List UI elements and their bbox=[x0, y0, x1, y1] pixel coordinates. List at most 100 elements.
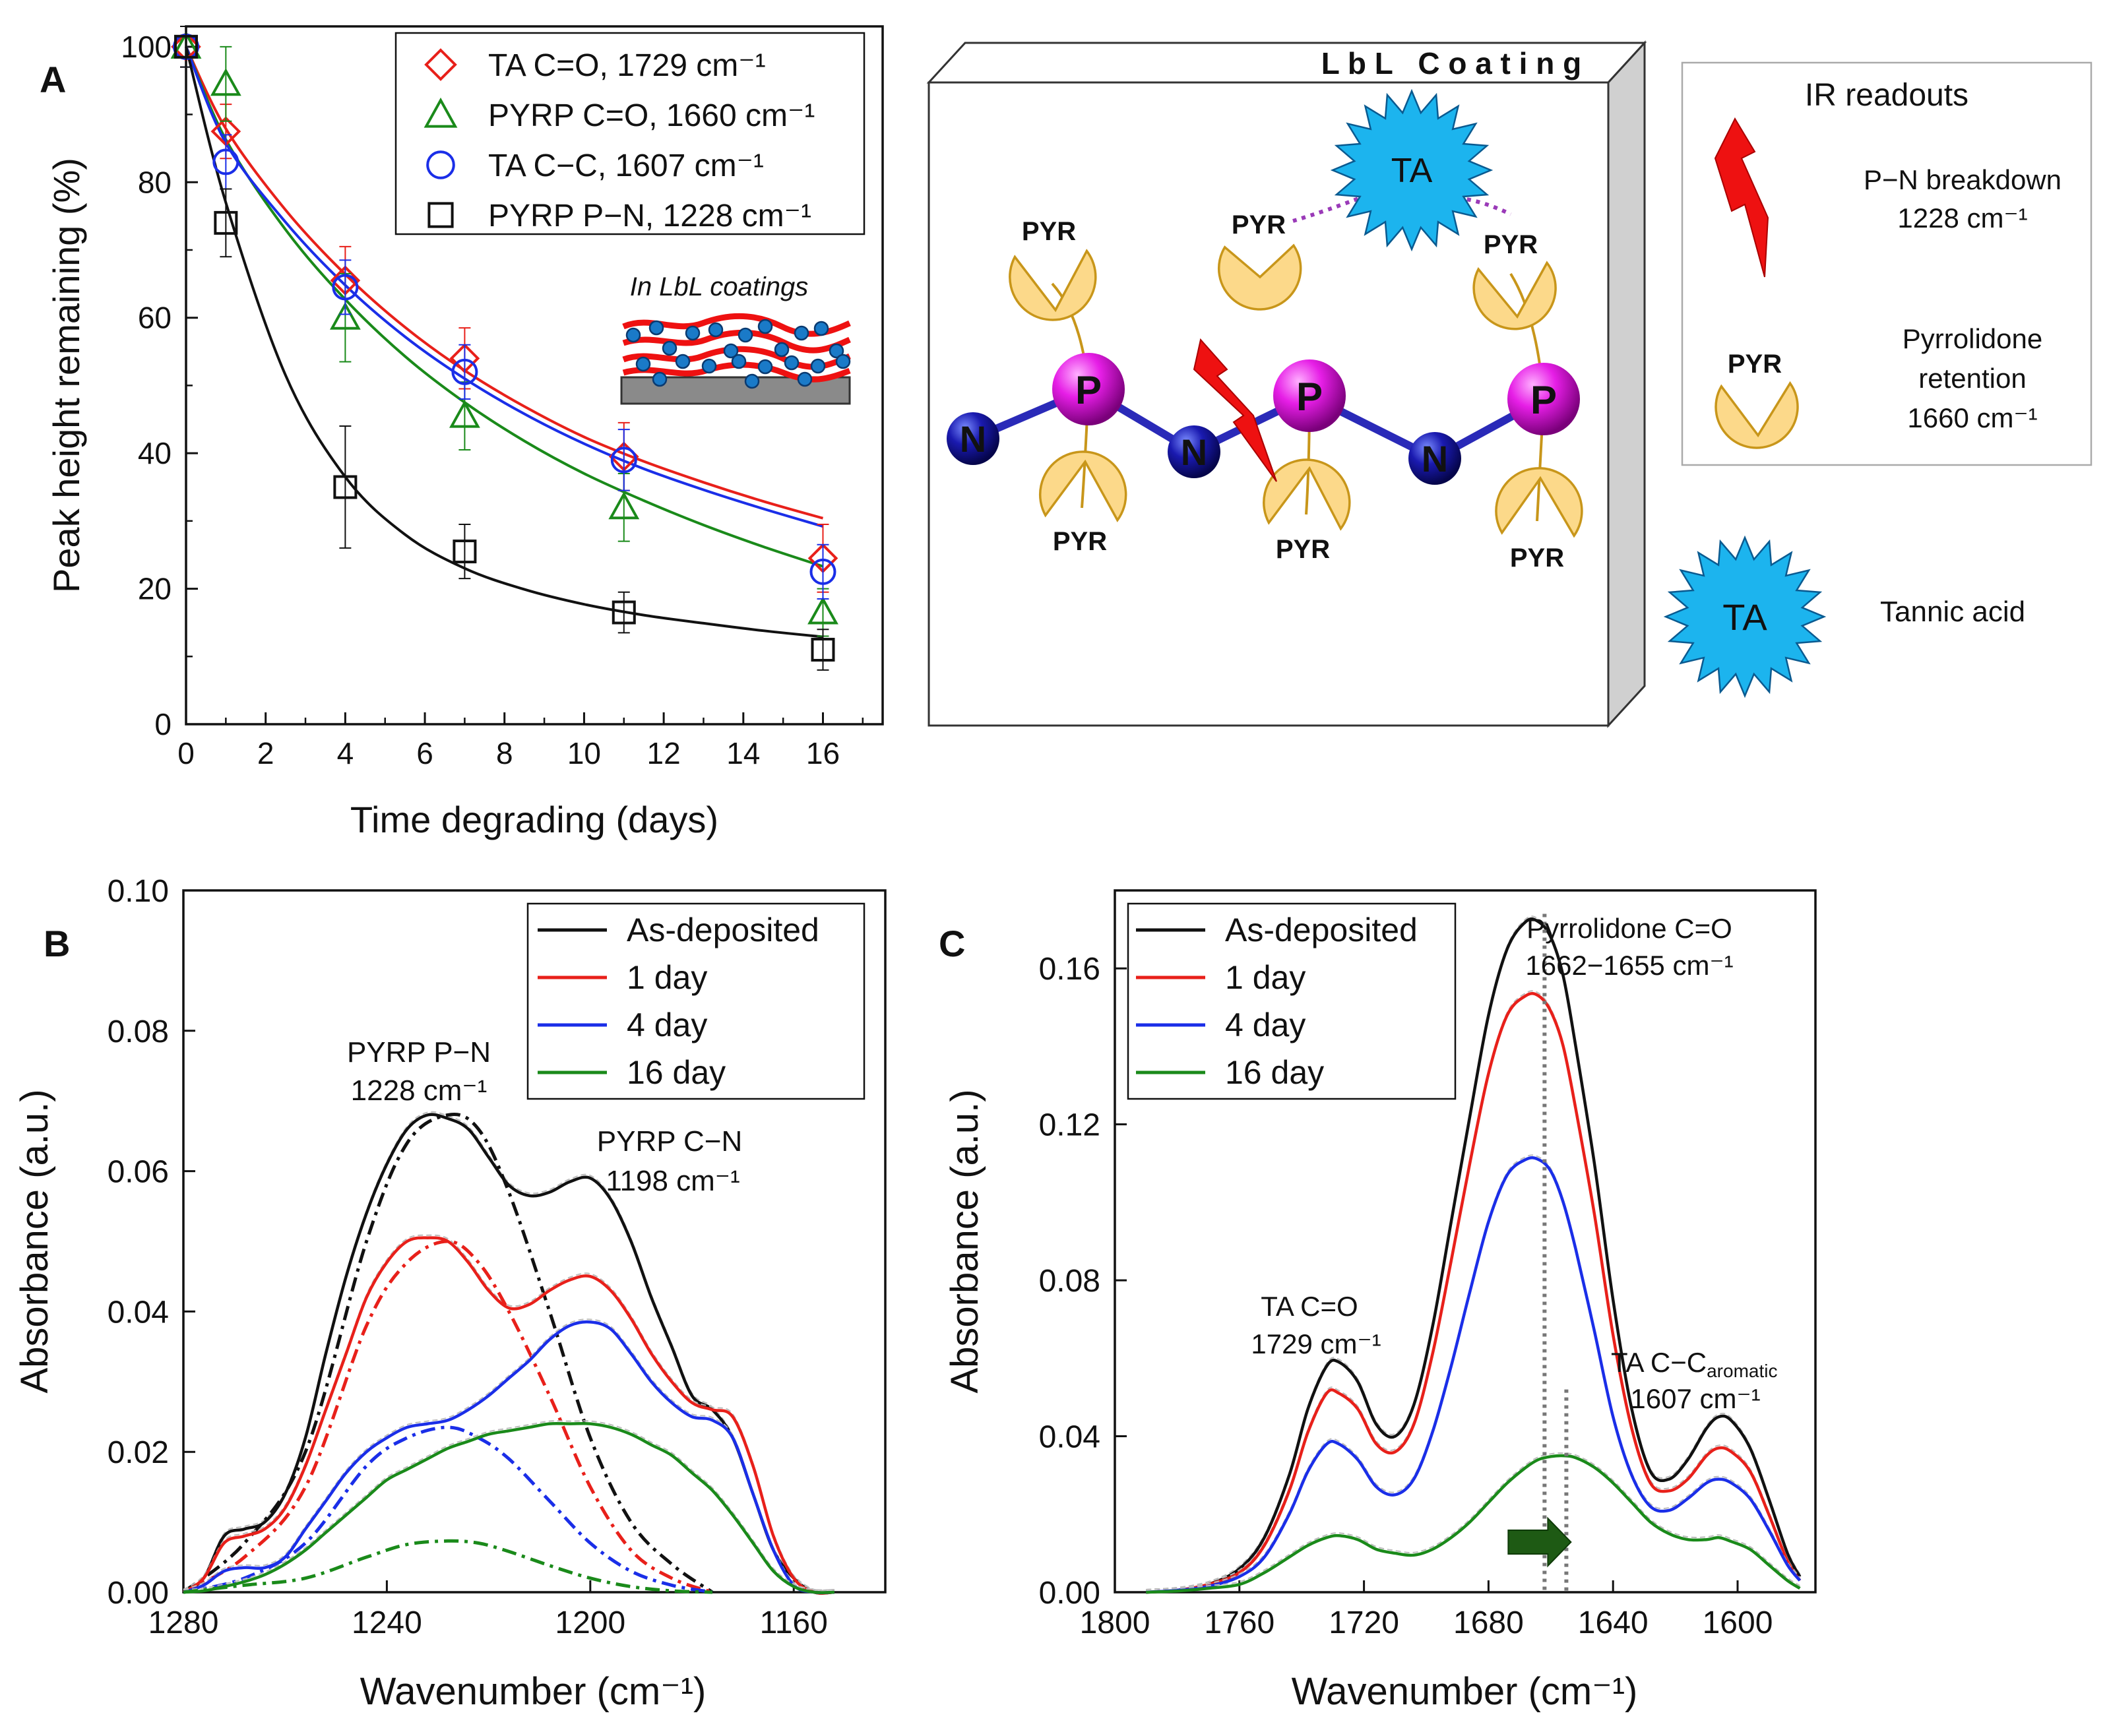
panel-a-legend-items: TA C=O, 1729 cm⁻¹ PYRP C=O, 1660 cm⁻¹ TA C… bbox=[424, 48, 815, 233]
x-tick-label: 1800 bbox=[1080, 1605, 1150, 1640]
y-tick-label: 0.00 bbox=[108, 1576, 169, 1611]
pyr-drop bbox=[1263, 458, 1351, 531]
x-tick-label: 10 bbox=[567, 736, 601, 770]
fit-line bbox=[185, 46, 823, 638]
ta-particle bbox=[652, 371, 668, 387]
phosphorus-label: P bbox=[1075, 368, 1102, 412]
ta-particle bbox=[701, 358, 717, 374]
annotation-cn-line1: PYRP C−N bbox=[597, 1125, 743, 1158]
deconvolved-component bbox=[183, 1425, 713, 1594]
x-tick-label: 1200 bbox=[555, 1605, 625, 1640]
coating-box-front bbox=[928, 81, 1610, 727]
y-tick-label: 0.00 bbox=[1039, 1576, 1100, 1611]
panel-a-chart: A 0 2 4 6 8 10 12 14 16 0 20 40 60 80 100 Time degradi… bbox=[40, 25, 884, 840]
x-tick-label: 2 bbox=[257, 736, 274, 770]
legend-label: PYRP P−N, 1228 cm⁻¹ bbox=[488, 199, 811, 233]
x-tick-label: 1720 bbox=[1329, 1605, 1399, 1640]
ir-readouts-title: IR readouts bbox=[1805, 78, 1968, 113]
fit-trace bbox=[183, 1420, 834, 1591]
y-tick-label: 100 bbox=[121, 30, 172, 64]
ta-particle bbox=[797, 371, 813, 387]
nitrogen-label: N bbox=[960, 418, 986, 460]
legend-ta-text: TA bbox=[1722, 596, 1767, 638]
ta-particle bbox=[675, 354, 691, 369]
panel-b-legend-items: As-deposited 1 day 4 day 16 day bbox=[538, 912, 819, 1091]
shift-arrow-icon bbox=[1507, 1516, 1572, 1568]
spectrum-line bbox=[1146, 917, 1802, 1594]
annotation-pn-line1: PYRP P−N bbox=[347, 1036, 491, 1069]
ta-particle bbox=[835, 354, 851, 369]
coating-box-title: L b L C o a t i n g bbox=[1321, 46, 1581, 80]
y-tick-label: 0.08 bbox=[108, 1014, 169, 1049]
data-point bbox=[612, 600, 636, 625]
legend-label: TA C=O, 1729 cm⁻¹ bbox=[488, 48, 766, 83]
pyr-drop bbox=[1472, 261, 1557, 330]
data-point bbox=[214, 210, 238, 235]
y-tick-label: 80 bbox=[138, 165, 172, 199]
panel-a-letter: A bbox=[40, 59, 66, 100]
x-tick-label: 8 bbox=[496, 736, 513, 770]
x-tick-label: 6 bbox=[416, 736, 433, 770]
legend-marker bbox=[424, 48, 457, 81]
lightning-icon bbox=[1714, 117, 1769, 278]
panel-b-letter: B bbox=[44, 923, 70, 964]
phosphorus-atom bbox=[1507, 363, 1580, 435]
data-point bbox=[210, 68, 241, 96]
panel-b-ylabel: Absorbance (a.u.) bbox=[13, 1089, 56, 1393]
panel-c-legend bbox=[1127, 902, 1457, 1100]
y-tick-label: 0 bbox=[154, 707, 172, 741]
pyr-label: PYR bbox=[1232, 210, 1286, 239]
x-tick-label: 4 bbox=[337, 736, 354, 770]
ta-particle bbox=[685, 325, 701, 341]
legend-ta-star: TA bbox=[1663, 535, 1827, 698]
legend-label: As-deposited bbox=[627, 912, 819, 948]
deconvolved-component bbox=[183, 1539, 712, 1594]
phosphorus-atom bbox=[1052, 353, 1125, 425]
ta-particle bbox=[648, 320, 664, 336]
legend-marker bbox=[424, 97, 458, 128]
data-point bbox=[174, 34, 198, 59]
panel-b-frame bbox=[182, 889, 887, 1594]
panel-c-ylabel: Absorbance (a.u.) bbox=[943, 1089, 986, 1393]
annotation-pyrrolidone-line1: Pyrrolidone C=O bbox=[1527, 913, 1732, 944]
pyr-drop bbox=[1009, 249, 1097, 321]
panel-c-spectra bbox=[1146, 914, 1802, 1594]
legend-label: 4 day bbox=[627, 1007, 707, 1043]
legend-pyr-text: PYR bbox=[1728, 350, 1782, 379]
panel-b-xlabel: Wavenumber (cm⁻¹) bbox=[360, 1670, 707, 1713]
legend-ta-star-shape bbox=[1663, 535, 1827, 698]
inset-polymer-layers bbox=[622, 313, 851, 389]
spectrum-line bbox=[183, 1421, 834, 1594]
data-point bbox=[809, 558, 836, 585]
deconvolved-component bbox=[182, 1113, 714, 1594]
legend-pyr-drop: PYR bbox=[1715, 350, 1799, 449]
panel-c-legend-items: As-deposited 1 day 4 day 16 day bbox=[1136, 912, 1418, 1091]
spectrum-line bbox=[1146, 1454, 1801, 1594]
coating-box-side bbox=[1607, 40, 1646, 728]
panel-a-markers bbox=[170, 26, 838, 671]
ta-particle bbox=[744, 373, 760, 389]
lbl-coating-inset: In LbL coatings bbox=[620, 272, 851, 405]
x-tick-label: 1760 bbox=[1204, 1605, 1275, 1640]
spectrum-line bbox=[1146, 992, 1802, 1594]
pyr-drop bbox=[1217, 243, 1302, 311]
panel-b-axes: 1280 1240 1200 1160 0.00 0.02 0.04 0.06 0.08 0.10 bbox=[108, 874, 828, 1640]
ta-particle bbox=[625, 327, 641, 343]
data-point bbox=[608, 491, 640, 520]
pyr-label: PYR bbox=[1484, 230, 1538, 259]
x-tick-label: 1240 bbox=[352, 1605, 422, 1640]
ta-particle bbox=[757, 359, 773, 375]
annotation-ta-co-line2: 1729 cm⁻¹ bbox=[1251, 1328, 1381, 1359]
nitrogen-label: N bbox=[1422, 438, 1448, 480]
lightning-icon bbox=[1193, 338, 1277, 482]
ta-particle bbox=[784, 355, 800, 371]
x-tick-label: 14 bbox=[726, 736, 760, 770]
panel-b-chart: B 1280 1240 1200 1160 0.00 0.02 0.04 0.06 0.08 0.… bbox=[13, 874, 887, 1713]
nitrogen-atom bbox=[947, 412, 999, 465]
ta-particle bbox=[723, 343, 739, 359]
legend-label: 4 day bbox=[1225, 1007, 1306, 1043]
y-tick-label: 0.12 bbox=[1039, 1108, 1100, 1143]
x-tick-label: 1680 bbox=[1453, 1605, 1524, 1640]
lbl-schematic: L b L C o a t i n g PYR PYR PYR PYR PYR PYR TA… bbox=[926, 40, 2093, 728]
panel-c-xlabel: Wavenumber (cm⁻¹) bbox=[1292, 1670, 1638, 1713]
